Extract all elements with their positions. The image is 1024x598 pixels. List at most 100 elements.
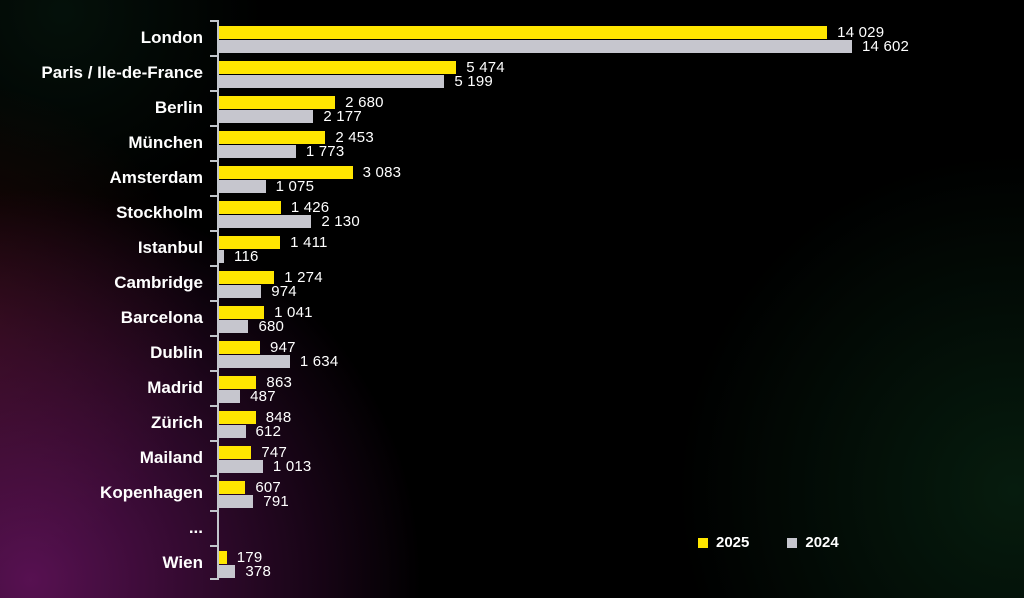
- bar-line-2024: 2 130: [219, 213, 1024, 230]
- legend-label-2025: 2025: [716, 534, 750, 551]
- bar-value-label: 848: [265, 409, 292, 426]
- bar-line-2025: 1 411: [219, 234, 1024, 251]
- legend-item-2025: 2025: [698, 534, 749, 551]
- bar-row: 1 426 2 130: [219, 195, 1024, 230]
- axis-tick: [210, 160, 217, 162]
- bar-line-2024: 487: [219, 388, 1024, 405]
- bar-value-label: 2 130: [321, 213, 360, 230]
- bar-value-label: 1 075: [275, 178, 315, 195]
- bar-line-2024: 612: [219, 423, 1024, 440]
- bar-value-label: 2 177: [323, 108, 362, 125]
- legend-swatch-2024-icon: [787, 537, 798, 548]
- bar-value-label: 612: [255, 423, 282, 440]
- axis-tick: [210, 230, 217, 232]
- bar-2025: [219, 236, 281, 249]
- bar-2025: [219, 201, 281, 214]
- bar-2025: [219, 61, 457, 74]
- bar-value-label: 974: [271, 283, 297, 300]
- bar-line-2025: 1 274: [219, 269, 1024, 286]
- bar-row: 2 680 2 177: [219, 90, 1024, 125]
- bar-row: 14 029 14 602: [219, 20, 1024, 55]
- axis-tick: [210, 475, 217, 477]
- bar-2024: [219, 250, 225, 263]
- bar-line-2025: 2 680: [219, 94, 1024, 111]
- category-label: Dublin: [150, 343, 203, 362]
- bar-line-2024: 1 013: [219, 458, 1024, 475]
- axis-tick: [210, 20, 217, 22]
- bar-line-2024: 791: [219, 493, 1024, 510]
- bar-line-2024: 1 075: [219, 178, 1024, 195]
- bar-2025: [219, 96, 336, 109]
- bar-line-2025: 5 474: [219, 59, 1024, 76]
- bar-line-2024: 1 773: [219, 143, 1024, 160]
- category-label: Berlin: [154, 98, 203, 117]
- bar-value-label: 487: [250, 388, 276, 405]
- category-label: Madrid: [147, 378, 203, 397]
- bar-2025: [219, 306, 265, 319]
- bar-line-2025: 1 426: [219, 199, 1024, 216]
- axis-tick: [210, 510, 217, 512]
- bar-value-label: 378: [245, 563, 272, 580]
- bar-2025: [219, 341, 261, 354]
- category-label: Cambridge: [114, 273, 203, 292]
- bar-2024: [219, 425, 246, 438]
- bar-line-2025: 14 029: [219, 24, 1024, 41]
- bar-2024: [219, 285, 262, 298]
- bar-row: 1 411 116: [219, 230, 1024, 265]
- bar-line-2024: 680: [219, 318, 1024, 335]
- legend: 2025 2024: [698, 534, 839, 551]
- category-label: Kopenhagen: [100, 483, 203, 502]
- bar-line-2025: [219, 516, 1024, 529]
- bar-row: 1 041 680: [219, 300, 1024, 335]
- bar-value-label: 2 453: [335, 129, 374, 146]
- category-label: Stockholm: [116, 203, 203, 222]
- bar-row: [219, 510, 1024, 545]
- bar-2024: [219, 40, 852, 53]
- axis-tick: [210, 405, 217, 407]
- bar-2024: [219, 75, 445, 88]
- category-label: Amsterdam: [109, 168, 203, 187]
- bar-value-label: 1 041: [274, 304, 313, 321]
- bar-line-2024: 974: [219, 283, 1024, 300]
- bar-2025: [219, 551, 227, 564]
- bar-line-2024: 14 602: [219, 38, 1024, 55]
- bar-value-label: 2 680: [345, 94, 384, 111]
- bar-value-label: 1 773: [305, 143, 345, 160]
- bar-line-2025: 848: [219, 409, 1024, 426]
- category-label: Mailand: [139, 448, 203, 467]
- bar-2025: [219, 26, 828, 39]
- bar-2024: [219, 460, 263, 473]
- bar-row: 848 612: [219, 405, 1024, 440]
- bar-value-label: 1 634: [299, 353, 339, 370]
- bar-value-label: 1 274: [284, 269, 323, 286]
- axis-tick: [210, 55, 217, 57]
- axis-tick: [210, 335, 217, 337]
- bar-row: 3 083 1 075: [219, 160, 1024, 195]
- bar-line-2024: 2 177: [219, 108, 1024, 125]
- bar-2024: [219, 390, 241, 403]
- axis-tick: [210, 578, 217, 580]
- bar-row: 179 378: [219, 545, 1024, 580]
- bar-row: 747 1 013: [219, 440, 1024, 475]
- category-label: Istanbul: [137, 238, 203, 257]
- category-label: Paris / Ile-de-France: [41, 63, 203, 82]
- bar-row: 5 474 5 199: [219, 55, 1024, 90]
- bar-2025: [219, 166, 353, 179]
- bar-value-label: 680: [258, 318, 285, 335]
- bar-line-2025: 179: [219, 549, 1024, 566]
- category-label: ...: [188, 518, 203, 537]
- bar-value-label: 3 083: [362, 164, 402, 181]
- bar-line-2025: 2 453: [219, 129, 1024, 146]
- bar-row: 2 453 1 773: [219, 125, 1024, 160]
- bar-2024: [219, 215, 312, 228]
- bar-row: 947 1 634: [219, 335, 1024, 370]
- bar-value-label: 607: [255, 479, 281, 496]
- bar-row: 863 487: [219, 370, 1024, 405]
- bar-value-label: 1 426: [290, 199, 330, 216]
- bar-2024: [219, 110, 314, 123]
- axis-tick: [210, 440, 217, 442]
- bar-2024: [219, 495, 254, 508]
- bar-2025: [219, 411, 256, 424]
- category-label: Wien: [162, 553, 203, 572]
